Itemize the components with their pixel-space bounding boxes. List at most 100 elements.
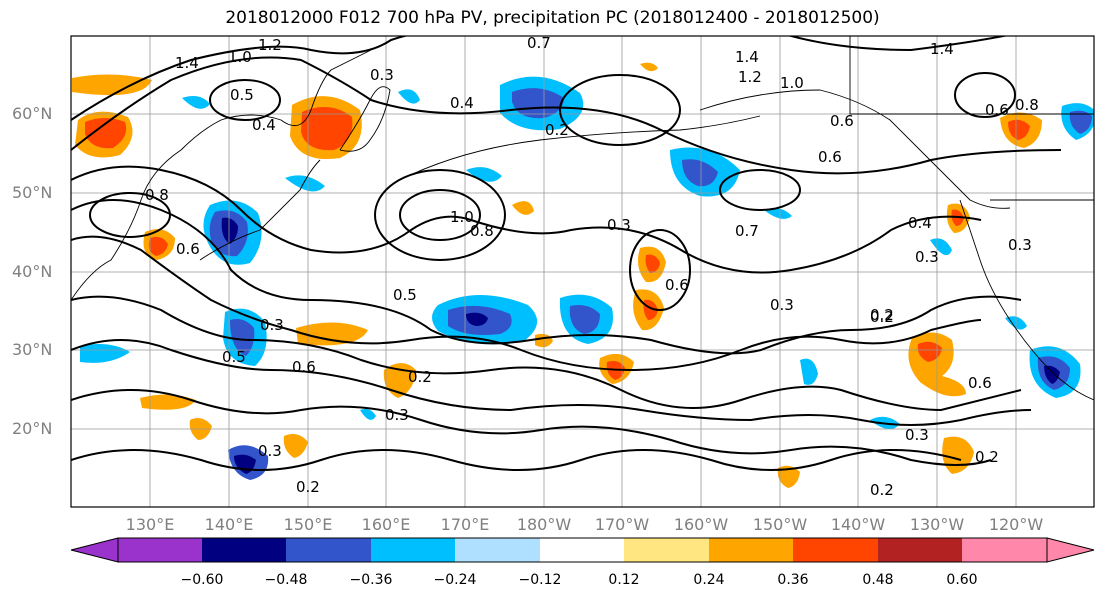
precip-blob [283, 434, 308, 458]
precip-blob [1008, 119, 1030, 140]
lat-tick: 40°N [12, 262, 53, 281]
colorbar-tick: 0.60 [946, 572, 978, 588]
colorbar-tick: −0.12 [518, 572, 562, 588]
contour-label: 1.0 [780, 74, 804, 92]
contour-label: 0.6 [176, 240, 200, 258]
contour-label: 0.3 [1008, 236, 1032, 254]
precip-blob [930, 238, 952, 256]
coast-alaska [699, 89, 1011, 209]
colorbar-tick: 0.12 [608, 572, 640, 588]
map-frame [70, 35, 1095, 508]
contour-label: 1.2 [258, 36, 282, 54]
colorbar-tick: −0.48 [264, 572, 308, 588]
lon-tick: 170°W [594, 515, 650, 534]
coast-japan [199, 159, 321, 261]
lat-tick: 50°N [12, 183, 53, 202]
precip-blob [285, 175, 325, 192]
precip-blob [569, 305, 600, 334]
colorbar-extend-low [70, 537, 119, 563]
contour-label: 0.3 [770, 296, 794, 314]
lon-tick: 130°E [125, 515, 175, 534]
colorbar-tick: 0.36 [777, 572, 809, 588]
contour-label: 1.2 [738, 68, 762, 86]
precip-blob [182, 96, 210, 109]
coast-kamchatka [339, 86, 391, 152]
contour-label: 0.3 [607, 216, 631, 234]
lon-tick: 160°W [673, 515, 729, 534]
colorbar-bin [202, 538, 286, 562]
contour-label: 0.2 [408, 368, 432, 386]
contour-label: 1.4 [735, 48, 759, 66]
contour-label: 1.4 [930, 40, 954, 58]
lon-tick: 150°E [283, 515, 333, 534]
colorbar-tick: −0.36 [349, 572, 393, 588]
colorbar-bin [878, 538, 962, 562]
contour-label: 0.3 [258, 442, 282, 460]
precip-blob [777, 465, 800, 488]
precip-blob [360, 408, 376, 420]
contour-label: 0.6 [818, 148, 842, 166]
precip-blob [301, 107, 353, 151]
precip-blob [140, 394, 196, 410]
precip-blob [643, 299, 658, 320]
precip-blob [1044, 365, 1060, 384]
contour-label: 0.2 [870, 308, 894, 326]
contour-label: 0.5 [230, 86, 254, 104]
contour-labels: 1.4 1.2 1.0 0.8 0.6 0.5 0.4 0.3 0.2 1.0 … [145, 34, 1039, 499]
colorbar-extend-high [1046, 537, 1095, 563]
contour-label: 0.2 [545, 121, 569, 139]
contour-label: 0.2 [870, 481, 894, 499]
colorbar-bin [371, 538, 455, 562]
lon-tick: 150°W [752, 515, 808, 534]
lat-tick: 20°N [12, 419, 53, 438]
contour-label: 0.4 [252, 116, 276, 134]
coast-na-west [959, 199, 1094, 401]
precip-blob [296, 322, 368, 346]
precip-blob [466, 312, 488, 326]
precip-blob [80, 344, 130, 363]
contour-label: 0.4 [908, 214, 932, 232]
colorbar-bin [624, 538, 709, 562]
precip-blob [398, 89, 420, 104]
colorbar-tick: −0.24 [433, 572, 477, 588]
contour-label: 1.0 [450, 208, 474, 226]
colorbar-bin [455, 538, 540, 562]
contour-label: 0.6 [968, 374, 992, 392]
precip-blob [230, 319, 255, 356]
contour-label: 1.0 [228, 48, 252, 66]
contour-label: 0.6 [830, 112, 854, 130]
colorbar-bin [540, 538, 624, 562]
lon-tick: 140°W [830, 515, 886, 534]
contour-label: 0.6 [665, 276, 689, 294]
lon-tick: 160°E [361, 515, 411, 534]
precip-blob [72, 74, 152, 96]
contour-label: 0.2 [296, 478, 320, 496]
contour-label: 0.3 [370, 66, 394, 84]
lon-tick: 180°W [516, 515, 572, 534]
contour-label: 0.7 [735, 222, 759, 240]
contour-label: 0.7 [527, 34, 551, 52]
lon-tick: 140°E [204, 515, 254, 534]
precip-blob [682, 159, 718, 187]
gridlines [71, 36, 1094, 507]
map-title: 2018012000 F012 700 hPa PV, precipitatio… [225, 8, 880, 28]
contour-label: 0.5 [222, 348, 246, 366]
precip-blob [512, 88, 564, 119]
contour-label: 0.8 [470, 222, 494, 240]
colorbar-bin [709, 538, 793, 562]
precipitation-shading [72, 62, 1094, 488]
pv-contours [71, 36, 1062, 471]
contour-label: 0.4 [450, 94, 474, 112]
precip-blob [645, 254, 660, 273]
contour-label: 0.2 [870, 306, 894, 324]
precip-blob [1069, 110, 1092, 134]
contour-label: 0.3 [385, 406, 409, 424]
precip-blob [764, 208, 792, 219]
contour-label: 0.8 [145, 186, 169, 204]
contour-label: 0.5 [393, 286, 417, 304]
contour-label: 0.6 [985, 101, 1009, 119]
colorbar-bin [793, 538, 878, 562]
colorbar-tick: 0.48 [862, 572, 894, 588]
colorbar-bin [962, 538, 1047, 562]
lon-tick: 130°W [909, 515, 965, 534]
